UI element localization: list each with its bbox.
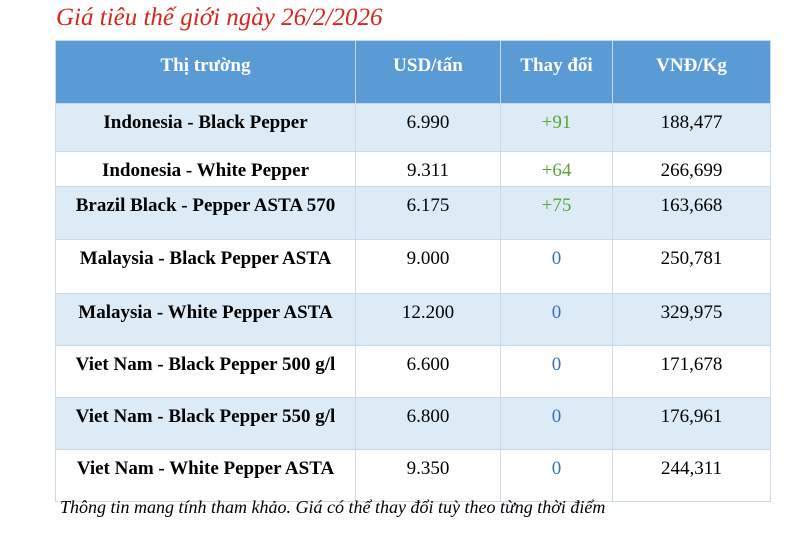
usd-price: 9.311 bbox=[355, 151, 501, 187]
market: Indonesia - White Pepper bbox=[55, 151, 356, 187]
change: +75 bbox=[500, 186, 613, 240]
title: Giá tiêu thế giới ngày 26/2/2026 bbox=[56, 4, 383, 31]
header-cell: VNĐ/Kg bbox=[612, 40, 771, 104]
price-table: Thị trường USD/tấn Thay đổi VNĐ/Kg Indonesi… bbox=[55, 40, 771, 502]
change: 0 bbox=[500, 239, 613, 294]
table-row: Indonesia - White Pepper 9.311 +64 266,699 bbox=[55, 151, 771, 187]
table-head: Thị trường USD/tấn Thay đổi VNĐ/Kg bbox=[55, 40, 771, 104]
change: +64 bbox=[500, 151, 613, 187]
change: 0 bbox=[500, 345, 613, 398]
table-row: Viet Nam - Black Pepper 550 g/l 6.800 0 176… bbox=[55, 397, 771, 450]
table-row: Viet Nam - White Pepper ASTA 9.350 0 244,31… bbox=[55, 449, 771, 502]
table-row: Indonesia - Black Pepper 6.990 +91 188,477 bbox=[55, 103, 771, 152]
header-cell: Thay đổi bbox=[500, 40, 613, 104]
usd-price: 6.600 bbox=[355, 345, 501, 398]
change: 0 bbox=[500, 397, 613, 450]
usd-price: 12.200 bbox=[355, 293, 501, 346]
vnd-price: 176,961 bbox=[612, 397, 771, 450]
usd-price: 6.800 bbox=[355, 397, 501, 450]
usd-price: 6.990 bbox=[355, 103, 501, 152]
table-row: Malaysia - White Pepper ASTA 12.200 0 329,9… bbox=[55, 293, 771, 346]
vnd-price: 171,678 bbox=[612, 345, 771, 398]
market: Malaysia - White Pepper ASTA bbox=[55, 293, 356, 346]
vnd-price: 266,699 bbox=[612, 151, 771, 187]
usd-price: 9.350 bbox=[355, 449, 501, 502]
note: Thông tin mang tính tham khảo. Giá có th… bbox=[60, 497, 606, 517]
table-body: Indonesia - Black Pepper 6.990 +91 188,477 I… bbox=[55, 103, 771, 502]
vnd-price: 244,311 bbox=[612, 449, 771, 502]
header-row: Thị trường USD/tấn Thay đổi VNĐ/Kg bbox=[55, 40, 771, 104]
vnd-price: 329,975 bbox=[612, 293, 771, 346]
market: Viet Nam - White Pepper ASTA bbox=[55, 449, 356, 502]
vnd-price: 163,668 bbox=[612, 186, 771, 240]
table-row: Malaysia - Black Pepper ASTA 9.000 0 250,78… bbox=[55, 239, 771, 294]
vnd-price: 250,781 bbox=[612, 239, 771, 294]
change: 0 bbox=[500, 293, 613, 346]
usd-price: 9.000 bbox=[355, 239, 501, 294]
header-cell: USD/tấn bbox=[355, 40, 501, 104]
market: Indonesia - Black Pepper bbox=[55, 103, 356, 152]
table-row: Brazil Black - Pepper ASTA 570 6.175 +75 16… bbox=[55, 186, 771, 240]
change: +91 bbox=[500, 103, 613, 152]
market: Malaysia - Black Pepper ASTA bbox=[55, 239, 356, 294]
table-row: Viet Nam - Black Pepper 500 g/l 6.600 0 171… bbox=[55, 345, 771, 398]
vnd-price: 188,477 bbox=[612, 103, 771, 152]
market: Viet Nam - Black Pepper 550 g/l bbox=[55, 397, 356, 450]
header-cell: Thị trường bbox=[55, 40, 356, 104]
market: Viet Nam - Black Pepper 500 g/l bbox=[55, 345, 356, 398]
market: Brazil Black - Pepper ASTA 570 bbox=[55, 186, 356, 240]
usd-price: 6.175 bbox=[355, 186, 501, 240]
change: 0 bbox=[500, 449, 613, 502]
